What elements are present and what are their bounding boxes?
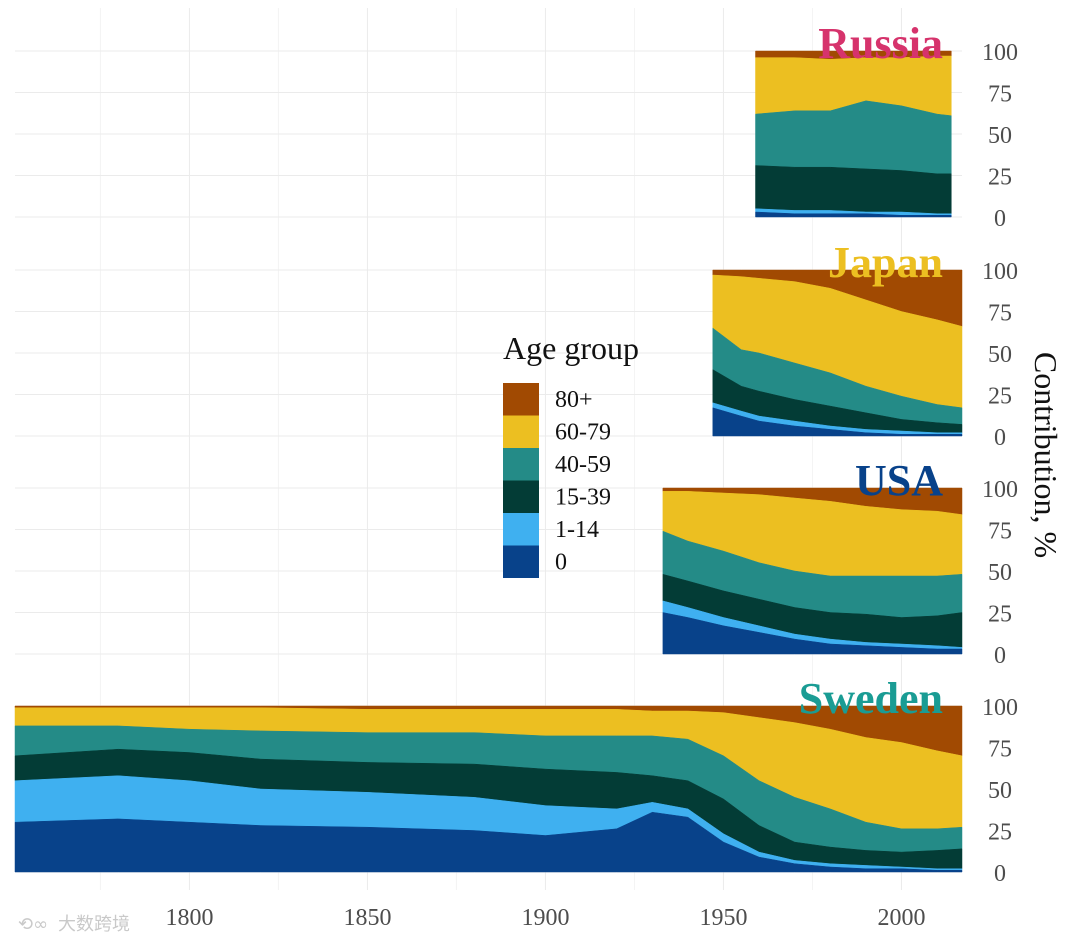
y-tick-label: 75 xyxy=(988,519,1012,545)
y-tick-label: 50 xyxy=(988,778,1012,804)
y-tick-label: 0 xyxy=(994,206,1006,232)
legend-label-15-39: 15-39 xyxy=(555,485,611,511)
x-axis-ticks: 1800 1850 1900 1950 2000 xyxy=(165,905,925,931)
y-tick-label: 100 xyxy=(982,40,1018,66)
y-axis-label: Contribution, % xyxy=(1028,352,1064,558)
watermark-text: 大数跨境 xyxy=(58,914,130,935)
legend-swatch-0 xyxy=(503,545,539,578)
y-tick-label: 25 xyxy=(988,384,1012,410)
legend-title: Age group xyxy=(503,330,639,366)
area-russia-age-40-59 xyxy=(755,100,952,175)
y-tick-label: 50 xyxy=(988,342,1012,368)
area-russia-age-15-39 xyxy=(755,165,952,214)
y-tick-label: 0 xyxy=(994,643,1006,669)
legend-label-0: 0 xyxy=(555,550,567,576)
y-tick-label: 75 xyxy=(988,82,1012,108)
area-usa-age-0 xyxy=(662,612,963,655)
area-russia-age-0 xyxy=(755,211,952,218)
y-tick-label: 75 xyxy=(988,301,1012,327)
legend-swatch-15-39 xyxy=(503,480,539,513)
y-tick-label: 100 xyxy=(982,695,1018,721)
area-japan-age-0 xyxy=(712,407,963,437)
panel-title-japan: Japan xyxy=(828,238,943,287)
legend: Age group 80+ 60-79 40-59 15-39 1-14 0 xyxy=(503,330,639,578)
x-tick-label-1900: 1900 xyxy=(521,905,569,931)
panel-title-russia: Russia xyxy=(818,19,943,68)
y-tick-label: 25 xyxy=(988,602,1012,628)
panel-title-sweden: Sweden xyxy=(799,674,943,723)
watermark-logo-icon: ⟲∞ xyxy=(18,914,48,935)
y-tick-label: 100 xyxy=(982,477,1018,503)
legend-label-40-59: 40-59 xyxy=(555,452,611,478)
watermark: ⟲∞ 大数跨境 xyxy=(18,914,130,935)
legend-swatch-1-14 xyxy=(503,513,539,546)
legend-swatch-40-59 xyxy=(503,448,539,481)
legend-swatch-80+ xyxy=(503,383,539,416)
legend-label-1-14: 1-14 xyxy=(555,517,599,543)
y-tick-label: 0 xyxy=(994,861,1006,887)
area-sweden-age-0 xyxy=(14,811,963,873)
y-tick-label: 50 xyxy=(988,560,1012,586)
y-tick-label: 25 xyxy=(988,165,1012,191)
x-tick-label-1800: 1800 xyxy=(165,905,213,931)
panel-russia: Russia 0 25 50 75 100 xyxy=(15,19,1018,232)
y-tick-label: 100 xyxy=(982,259,1018,285)
panel-usa: USA 0 25 50 75 100 xyxy=(15,456,1018,669)
legend-label-80+: 80+ xyxy=(555,387,593,413)
legend-label-60-79: 60-79 xyxy=(555,420,611,446)
x-tick-label-1950: 1950 xyxy=(699,905,747,931)
panel-sweden: Sweden 0 25 50 75 100 xyxy=(14,674,1018,887)
y-tick-label: 75 xyxy=(988,737,1012,763)
x-tick-label-2000: 2000 xyxy=(877,905,925,931)
panel-title-usa: USA xyxy=(855,456,943,505)
y-tick-label: 0 xyxy=(994,425,1006,451)
y-tick-label: 50 xyxy=(988,123,1012,149)
x-tick-label-1850: 1850 xyxy=(343,905,391,931)
panels: Russia 0 25 50 75 100 Japan 0 25 50 75 100 USA 0 25 50 7… xyxy=(14,19,1018,887)
legend-swatch-60-79 xyxy=(503,415,539,448)
y-tick-label: 25 xyxy=(988,820,1012,846)
panel-japan: Japan 0 25 50 75 100 xyxy=(15,238,1018,451)
